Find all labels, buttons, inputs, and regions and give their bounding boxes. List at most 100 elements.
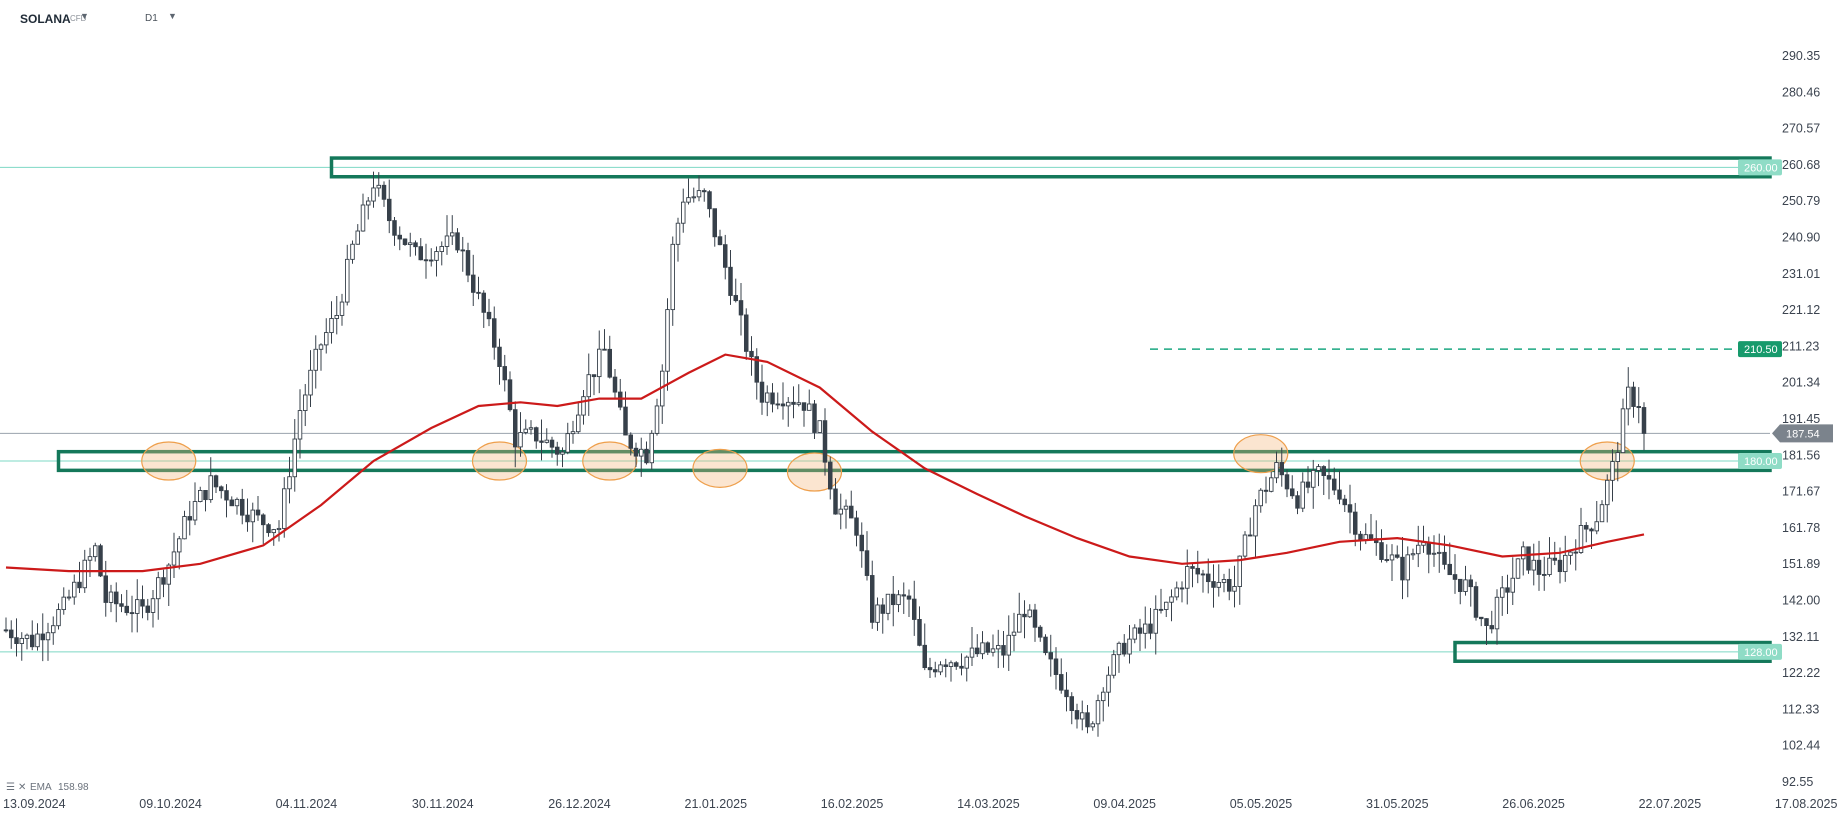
candle — [633, 442, 639, 468]
candle — [208, 457, 213, 503]
timeframe-dropdown-icon[interactable]: ▼ — [168, 11, 177, 21]
candle — [765, 385, 770, 417]
candle-body — [906, 595, 912, 600]
candle-body — [1321, 466, 1326, 476]
candle-body — [597, 348, 602, 378]
candle-body — [166, 564, 171, 585]
candle-body — [103, 575, 108, 603]
candle-body — [1520, 546, 1526, 560]
candle-body — [423, 259, 429, 262]
candle-body — [555, 446, 560, 455]
candle — [239, 488, 245, 525]
level-tag-label: 210.50 — [1744, 344, 1778, 356]
highlight-ellipse — [786, 452, 843, 492]
candle — [1221, 573, 1227, 593]
candle-body — [870, 575, 875, 623]
legend-close-icon[interactable]: ✕ — [18, 782, 26, 793]
candle — [1331, 467, 1337, 495]
candle — [51, 616, 56, 645]
candle-body — [528, 427, 534, 430]
candle — [1184, 549, 1190, 605]
candle — [518, 412, 523, 457]
candle — [1247, 517, 1253, 537]
level-tag-bg — [1738, 159, 1782, 176]
candle-body — [1022, 613, 1027, 618]
candle-body — [1195, 567, 1200, 575]
candle — [1636, 387, 1641, 424]
candle — [1022, 600, 1027, 639]
candle — [66, 589, 72, 601]
level-tag-label: 128.00 — [1744, 647, 1778, 659]
candle-body — [628, 434, 634, 449]
candle-body — [1394, 554, 1400, 558]
candle-body — [759, 381, 765, 403]
date-tick-label: 21.01.2025 — [685, 797, 748, 811]
candle-body — [828, 461, 833, 490]
candle-body — [933, 669, 938, 673]
indicator-legend: ☰ ✕ EMA 158.98 — [6, 782, 89, 793]
date-tick-label: 09.10.2024 — [139, 797, 202, 811]
candle-body — [1431, 552, 1437, 555]
candle-body — [843, 505, 849, 510]
candle — [92, 542, 98, 562]
candle-body — [717, 236, 723, 246]
candle — [539, 419, 544, 461]
symbol-dropdown-icon[interactable]: ▼ — [80, 11, 89, 21]
candle — [1274, 451, 1279, 484]
candle-body — [418, 246, 424, 261]
candle-body — [40, 633, 46, 641]
price-tick-label: 250.79 — [1782, 194, 1820, 208]
candle — [644, 441, 649, 465]
candle-body — [1174, 587, 1179, 598]
candle — [1536, 540, 1542, 591]
candle — [402, 238, 408, 246]
candle-body — [234, 498, 240, 507]
candle — [329, 301, 334, 344]
candle — [1237, 555, 1242, 605]
candle-body — [387, 198, 392, 222]
candle — [1001, 631, 1006, 668]
candle-body — [791, 401, 796, 405]
candle — [1478, 616, 1484, 627]
candle — [1352, 502, 1358, 547]
candle-body — [1478, 616, 1484, 620]
candle — [1305, 466, 1311, 494]
timeframe-selector[interactable]: D1 — [145, 13, 158, 24]
candle — [1216, 564, 1221, 597]
candle — [943, 658, 949, 678]
candle — [292, 419, 298, 492]
candle — [350, 240, 355, 264]
candle-body — [1499, 587, 1505, 598]
candle-body — [675, 222, 681, 245]
candle — [670, 236, 676, 326]
candle — [786, 397, 791, 427]
candle-body — [1405, 554, 1410, 581]
candle — [124, 589, 129, 616]
candle-body — [1090, 723, 1095, 728]
candle — [492, 306, 497, 360]
candle — [1295, 491, 1300, 515]
candle — [1095, 694, 1101, 737]
symbol-name[interactable]: SOLANA — [20, 12, 71, 26]
candle — [639, 437, 644, 477]
candle-body — [765, 392, 770, 403]
candle — [528, 420, 534, 435]
candle — [150, 590, 156, 628]
candle-body — [276, 527, 282, 531]
candle — [71, 574, 77, 605]
candle — [906, 589, 912, 617]
candle — [24, 633, 30, 650]
candle — [497, 338, 502, 385]
candle — [707, 190, 712, 218]
candle-body — [917, 619, 922, 646]
candle — [801, 402, 807, 427]
candle — [1116, 641, 1122, 673]
date-tick-label: 05.05.2025 — [1230, 797, 1293, 811]
candle-body — [1237, 555, 1242, 587]
candle — [780, 382, 786, 420]
candle-body — [780, 403, 786, 407]
candle-body — [1583, 525, 1589, 530]
candle — [717, 229, 723, 246]
price-tick-label: 171.67 — [1782, 485, 1820, 499]
